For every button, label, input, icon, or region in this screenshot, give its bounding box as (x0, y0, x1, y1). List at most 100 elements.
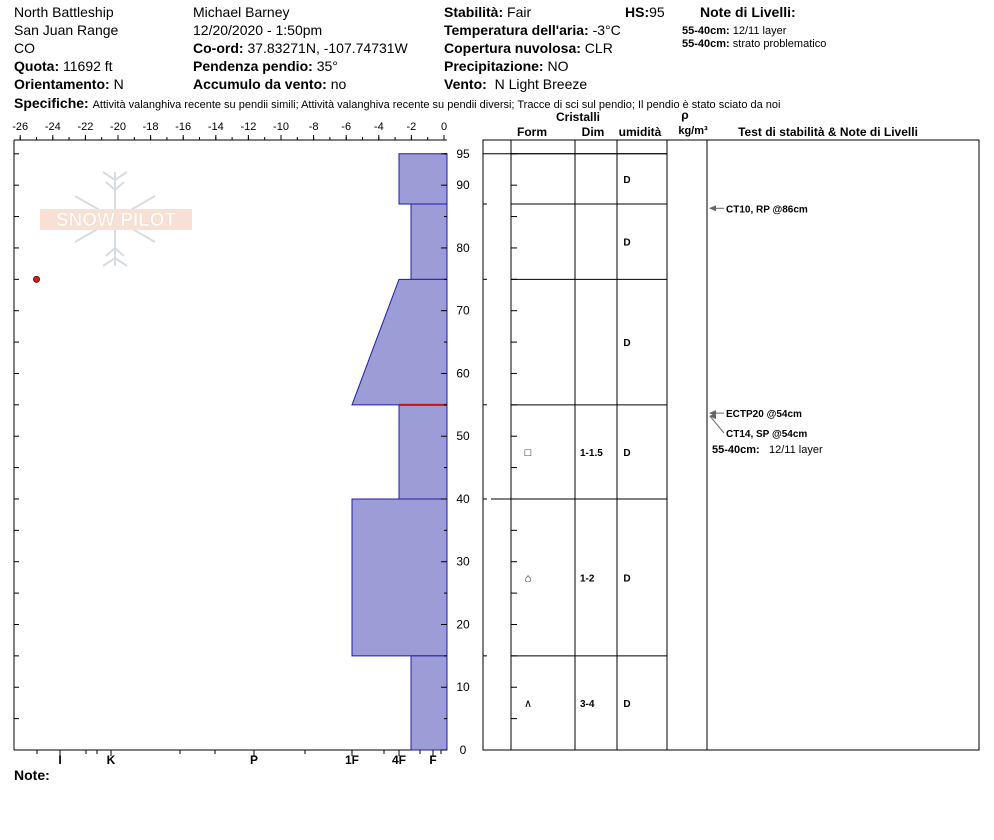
snowpilot-logo: SNOW PILOT (40, 171, 192, 267)
col-header-moisture: umidità (619, 125, 662, 139)
sky-cover: Copertura nuvolosa: CLR (444, 39, 613, 57)
location-name: North Battleship (14, 4, 114, 20)
hardness-tick-label: K (107, 753, 116, 767)
slope-angle: Pendenza pendio: 35° (193, 57, 338, 75)
layer-notes-title: Note di Livelli: (700, 4, 796, 20)
hardness-layer-bar (398, 153, 448, 205)
range-name: San Juan Range (14, 22, 119, 38)
temp-tick-label: -18 (143, 121, 159, 133)
aspect: Orientamento: N (14, 75, 124, 93)
layer-size: 3-4 (580, 699, 595, 710)
hardness-tick-label: 1F (345, 753, 359, 767)
elevation-value: 11692 ft (63, 58, 113, 74)
layer-form-symbol: ⌂ (525, 572, 532, 584)
temp-tick-label: -6 (341, 121, 351, 133)
layer-note-2: 55-40cm: strato problematico (682, 38, 827, 50)
layer-table: Cristalli Form Dim umidità ρ kg/m³ Test di sta… (482, 108, 980, 751)
precip-label: Precipitazione: (444, 58, 544, 74)
hardness-layer-bar (410, 203, 448, 280)
coordinates: Co-ord: 37.83271N, -107.74731W (193, 39, 408, 57)
layer-moisture: D (623, 448, 630, 459)
layer-note-range: 55-40cm: (712, 444, 760, 456)
aspect-label: Orientamento: (14, 76, 110, 92)
layer-form-symbol: □ (525, 447, 532, 459)
stability: Stabilità: Fair (444, 3, 531, 21)
layer-moisture: D (623, 238, 630, 249)
hardness-temp-plot: -26 -24 -22 -20 -18 -16 -14 -12 -10 -8 -6 -4 -2 00102… (12, 121, 470, 767)
hardness-tick-label: F (429, 753, 436, 767)
elevation: Quota: 11692 ft (14, 57, 113, 75)
air-temperature: Temperatura dell'aria: -3°C (444, 21, 621, 39)
depth-tick-label: 40 (456, 492, 470, 506)
depth-tick-label: 60 (456, 366, 470, 380)
hardness-tick-label: I (58, 753, 61, 767)
wind-value: N Light Breeze (494, 76, 588, 92)
wind: Vento: N Light Breeze (444, 75, 587, 93)
test-leader-line (709, 415, 725, 434)
hardness-layer-bar (351, 278, 448, 406)
sky-label: Copertura nuvolosa: (444, 40, 581, 56)
layer-moisture: D (623, 175, 630, 186)
wind-load-value: no (330, 76, 347, 92)
layer-size: 1-1.5 (580, 448, 603, 459)
test-arrowhead (709, 205, 716, 212)
notes-label: Note: (14, 767, 50, 783)
slope-label: Pendenza pendio: (193, 58, 313, 74)
col-header-density-symbol: ρ (681, 108, 688, 122)
hardness-tick-label: P (250, 753, 258, 767)
stability-test-label: CT14, SP @54cm (726, 429, 807, 440)
specifics-text: Attività valanghiva recente su pendii si… (92, 99, 781, 111)
temp-tick-label: -4 (374, 121, 384, 133)
stability-test-label: ECTP20 @54cm (726, 409, 802, 420)
slope-value: 35° (316, 58, 338, 74)
col-header-size: Dim (582, 125, 605, 139)
coord-value: 37.83271N, -107.74731W (247, 40, 408, 56)
state-name: CO (14, 40, 35, 56)
layer-note-1: 55-40cm: 12/11 layer (682, 25, 787, 37)
depth-tick-label: 95 (456, 147, 470, 161)
precipitation: Precipitazione: NO (444, 57, 568, 75)
layer-note-text: 12/11 layer (769, 444, 823, 456)
temp-tick-label: -2 (407, 121, 417, 133)
observer-name: Michael Barney (193, 4, 290, 20)
hardness-layer-bar (410, 655, 448, 751)
hs-label: HS: (625, 4, 650, 20)
temp-tick-label: -20 (110, 121, 126, 133)
specifics: Specifiche: Attività valanghiva recente … (14, 95, 780, 111)
temp-tick-label: 0 (441, 121, 447, 133)
wind-load-label: Accumulo da vento: (193, 76, 327, 92)
precip-value: NO (547, 58, 569, 74)
coord-label: Co-ord: (193, 40, 244, 56)
hardness-tick-label: 4F (392, 753, 406, 767)
wind-label: Vento: (444, 76, 487, 92)
temperature-point (33, 275, 40, 283)
wind-loading: Accumulo da vento: no (193, 75, 346, 93)
test-arrowhead (709, 413, 716, 420)
temp-tick-label: -14 (208, 121, 224, 133)
layer-moisture: D (623, 338, 630, 349)
depth-tick-label: 90 (456, 178, 470, 192)
col-header-crystals: Cristalli (556, 110, 600, 124)
observation-datetime: 12/20/2020 - 1:50pm (193, 22, 323, 38)
layer-moisture: D (623, 573, 630, 584)
layer-size: 1-2 (580, 573, 595, 584)
col-header-form: Form (517, 125, 547, 139)
depth-tick-label: 10 (456, 680, 470, 694)
temp-tick-label: -26 (12, 121, 28, 133)
depth-tick-label: 20 (456, 617, 470, 631)
snow-height: HS:95 (625, 3, 665, 21)
elevation-label: Quota: (14, 58, 60, 74)
table-frame (482, 139, 980, 751)
sky-value: CLR (584, 40, 613, 56)
temp-tick-label: -12 (240, 121, 256, 133)
hardness-layer-bar (398, 404, 448, 500)
depth-tick-label: 80 (456, 241, 470, 255)
stability-test-label: CT10, RP @86cm (726, 204, 808, 215)
layer-form-symbol: ∧ (524, 698, 532, 710)
aspect-value: N (113, 76, 124, 92)
temp-tick-label: -16 (175, 121, 191, 133)
stability-label: Stabilità: (444, 4, 504, 20)
temp-tick-label: -24 (45, 121, 61, 133)
col-header-density-unit: kg/m³ (678, 125, 708, 137)
